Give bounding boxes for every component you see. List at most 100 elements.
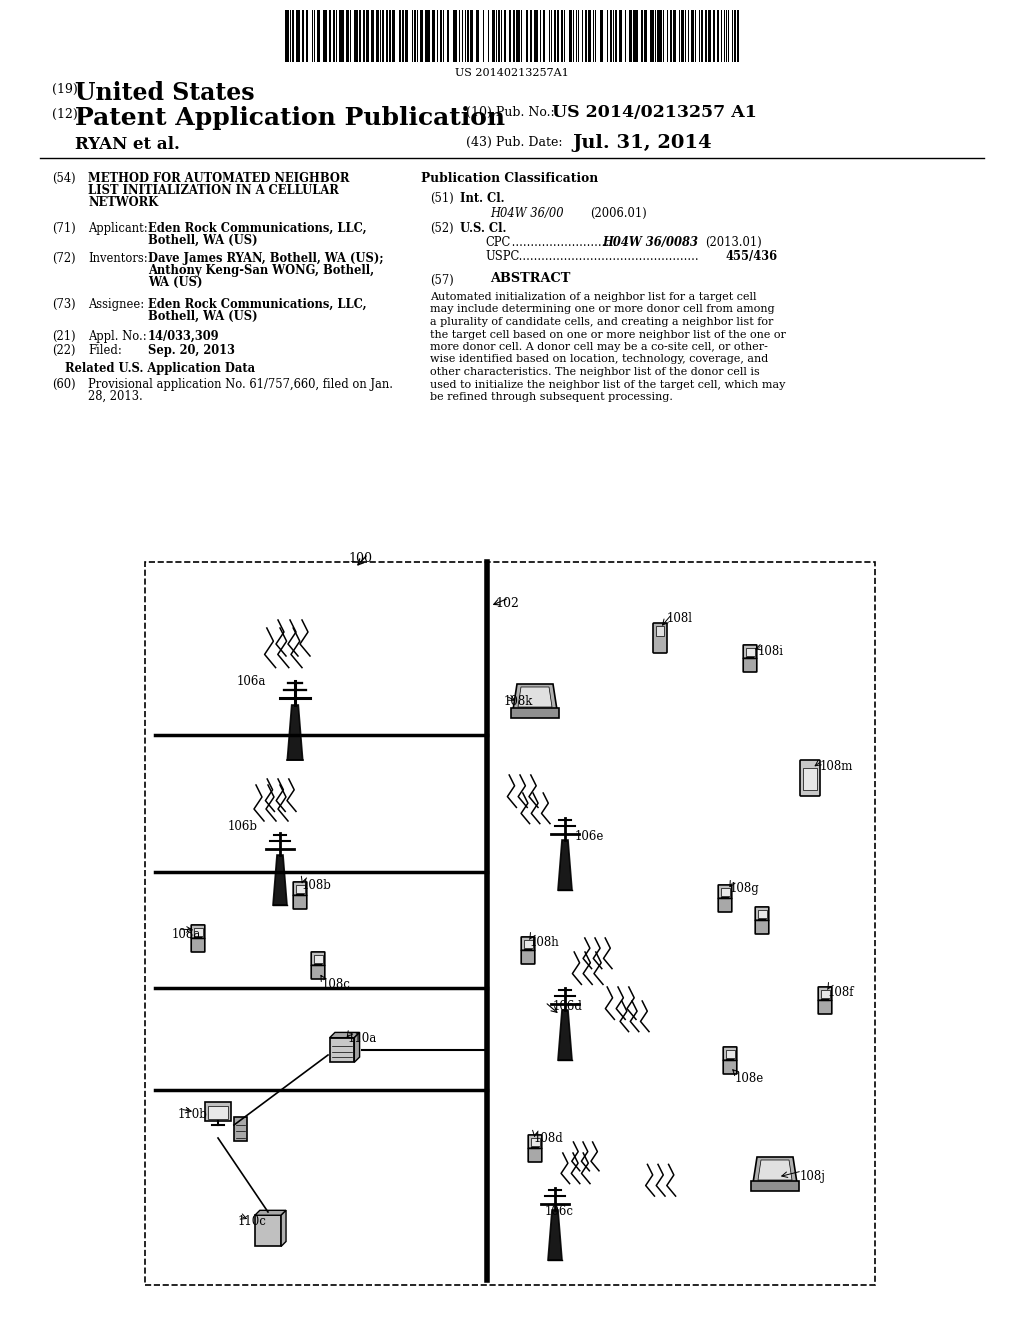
Polygon shape (548, 1210, 562, 1261)
Polygon shape (558, 840, 572, 890)
Bar (470, 11, 473, 62)
Bar (701, 11, 703, 62)
Text: (19): (19) (52, 83, 78, 96)
Bar (382, 11, 384, 62)
Bar (758, 909, 767, 919)
Bar (530, 11, 532, 62)
Bar (346, 11, 349, 62)
Text: Int. Cl.: Int. Cl. (460, 191, 505, 205)
Bar (713, 11, 715, 62)
Bar (557, 11, 559, 62)
Text: US 20140213257A1: US 20140213257A1 (455, 69, 569, 78)
Text: (73): (73) (52, 298, 76, 312)
Bar (600, 11, 603, 62)
Text: United States: United States (75, 81, 255, 106)
Bar (313, 956, 323, 964)
Text: 108a: 108a (172, 928, 202, 941)
Text: (10) Pub. No.:: (10) Pub. No.: (466, 106, 555, 119)
Bar (657, 11, 662, 62)
Bar (705, 11, 707, 62)
Text: (60): (60) (52, 378, 76, 391)
Bar (513, 11, 515, 62)
FancyBboxPatch shape (293, 895, 307, 909)
Text: 108c: 108c (322, 978, 351, 991)
Bar (145, 562, 874, 1284)
Text: 108f: 108f (828, 986, 854, 999)
Text: 108g: 108g (730, 882, 760, 895)
Text: (71): (71) (52, 222, 76, 235)
Bar (498, 11, 500, 62)
Text: Patent Application Publication: Patent Application Publication (75, 106, 505, 129)
Text: Provisional application No. 61/757,660, filed on Jan.: Provisional application No. 61/757,660, … (88, 378, 393, 391)
FancyBboxPatch shape (723, 1047, 737, 1060)
Bar (476, 11, 479, 62)
Bar (296, 11, 300, 62)
Text: USPC: USPC (485, 249, 519, 263)
Bar (392, 11, 395, 62)
Bar (306, 11, 308, 62)
Text: 106e: 106e (575, 830, 604, 843)
Bar (670, 11, 672, 62)
Text: 106c: 106c (545, 1205, 574, 1218)
FancyBboxPatch shape (743, 659, 757, 672)
Text: (72): (72) (52, 252, 76, 265)
Polygon shape (255, 1210, 286, 1216)
Text: Bothell, WA (US): Bothell, WA (US) (148, 234, 258, 247)
Text: LIST INITIALIZATION IN A CELLULAR: LIST INITIALIZATION IN A CELLULAR (88, 183, 339, 197)
Bar (530, 1138, 540, 1146)
Bar (285, 11, 289, 62)
Text: 106b: 106b (228, 820, 258, 833)
Bar (641, 11, 643, 62)
Bar (585, 11, 587, 62)
Bar (543, 11, 545, 62)
Bar (323, 11, 327, 62)
Text: Dave James RYAN, Bothell, WA (US);: Dave James RYAN, Bothell, WA (US); (148, 252, 384, 265)
Text: Eden Rock Communications, LLC,: Eden Rock Communications, LLC, (148, 298, 367, 312)
Bar (523, 940, 532, 948)
Text: 108j: 108j (800, 1170, 826, 1183)
Polygon shape (273, 855, 287, 906)
Text: NETWORK: NETWORK (88, 195, 159, 209)
FancyBboxPatch shape (818, 1001, 831, 1014)
Bar (354, 11, 358, 62)
Bar (691, 11, 694, 62)
Bar (399, 11, 401, 62)
Text: Related U.S. Application Data: Related U.S. Application Data (65, 362, 255, 375)
Text: 108k: 108k (504, 696, 534, 708)
Bar (194, 928, 203, 936)
FancyBboxPatch shape (528, 1135, 542, 1148)
FancyBboxPatch shape (311, 965, 325, 979)
FancyBboxPatch shape (800, 760, 820, 796)
Bar (610, 11, 612, 62)
Text: Applicant:: Applicant: (88, 222, 147, 235)
Bar (440, 11, 442, 62)
Text: U.S. Cl.: U.S. Cl. (460, 222, 507, 235)
Bar (721, 888, 729, 896)
Text: 455/436: 455/436 (725, 249, 777, 263)
Text: Appl. No.:: Appl. No.: (88, 330, 146, 343)
Text: Assignee:: Assignee: (88, 298, 144, 312)
Bar (339, 11, 344, 62)
Polygon shape (513, 684, 557, 710)
Text: (57): (57) (430, 275, 454, 286)
FancyBboxPatch shape (818, 987, 831, 1001)
Polygon shape (518, 686, 552, 708)
Bar (561, 11, 563, 62)
Bar (820, 990, 829, 998)
Bar (509, 11, 511, 62)
Bar (751, 1181, 799, 1191)
Text: Eden Rock Communications, LLC,: Eden Rock Communications, LLC, (148, 222, 367, 235)
Text: WA (US): WA (US) (148, 276, 203, 289)
Bar (618, 11, 622, 62)
Bar (725, 1051, 734, 1059)
Text: (51): (51) (430, 191, 454, 205)
Text: Filed:: Filed: (88, 345, 122, 356)
Bar (362, 11, 365, 62)
Text: Automated initialization of a neighbor list for a target cell: Automated initialization of a neighbor l… (430, 292, 757, 302)
Bar (492, 11, 495, 62)
Bar (371, 11, 374, 62)
FancyBboxPatch shape (191, 925, 205, 939)
Bar (745, 648, 755, 656)
Text: H04W 36/0083: H04W 36/0083 (602, 236, 698, 249)
Text: the target cell based on one or more neighbor list of the one or: the target cell based on one or more nei… (430, 330, 785, 339)
